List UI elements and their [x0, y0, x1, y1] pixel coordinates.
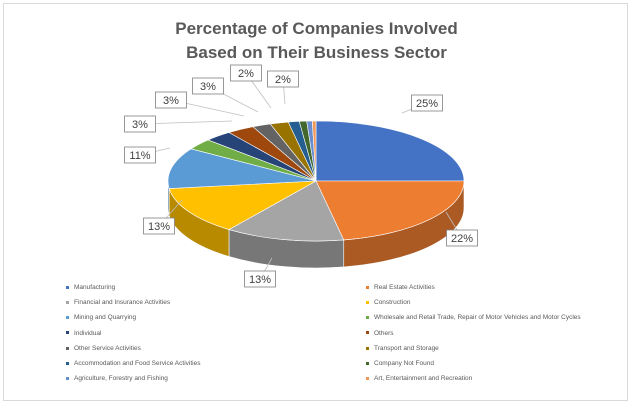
- data-label-box-3: [143, 217, 175, 235]
- pie-slice-0: [315, 120, 465, 182]
- legend-item-3: Construction: [366, 298, 411, 308]
- legend-item-10: Accommodation and Food Service Activitie…: [66, 359, 200, 369]
- legend-label-0: Manufacturing: [74, 284, 116, 291]
- data-label-9: 2%: [275, 74, 291, 86]
- data-label-2: 13%: [249, 274, 271, 286]
- data-label-4: 11%: [129, 150, 150, 162]
- chart-title-line-1: Percentage of Companies Involved: [175, 19, 458, 38]
- legend-label-3: Construction: [374, 299, 411, 307]
- legend-label-9: Transport and Storage: [374, 344, 439, 352]
- data-labels: 25% 22% 13% 13% 11% 3% 3% 3% 2% 2%: [124, 64, 478, 288]
- legend-swatch-6: [66, 331, 69, 335]
- legend-swatch-0: [66, 285, 69, 289]
- legend-label-4: Mining and Quarrying: [74, 314, 137, 322]
- legend-swatch-10: [66, 361, 69, 365]
- data-label-box-9: [267, 70, 299, 88]
- data-label-6: 3%: [163, 95, 179, 107]
- data-label-box-0: [411, 94, 443, 112]
- chart-title-line-2: Based on Their Business Sector: [186, 43, 447, 62]
- data-label-box-7: [192, 77, 224, 95]
- legend-item-11: Company Not Found: [366, 359, 434, 369]
- pie-slice-1: [315, 180, 465, 241]
- data-label-box-6: [155, 91, 187, 109]
- legend-item-4: Mining and Quarrying: [66, 313, 136, 323]
- data-label-8: 2%: [238, 68, 254, 80]
- data-label-box-1: [446, 229, 478, 247]
- pie-slice-4: [167, 148, 317, 189]
- pie-slice-13: [311, 120, 317, 182]
- pie-slice-3: [168, 180, 317, 230]
- legend-item-7: Others: [366, 329, 394, 339]
- legend-label-1: Real Estate Activities: [374, 284, 435, 291]
- data-label-box-4: [124, 146, 156, 164]
- legend-swatch-2: [66, 300, 69, 304]
- legend-label-7: Others: [374, 329, 394, 337]
- legend-label-2: Financial and Insurance Activities: [74, 299, 171, 307]
- legend: Manufacturing Real Estate Activities Finan…: [54, 283, 614, 393]
- legend-swatch-7: [366, 331, 369, 335]
- legend-swatch-13: [366, 376, 369, 380]
- data-label-7: 3%: [200, 81, 216, 93]
- legend-item-5: Wholesale and Retail Trade, Repair of Mo…: [366, 313, 581, 323]
- legend-item-8: Other Service Activities: [66, 344, 141, 354]
- legend-label-5: Wholesale and Retail Trade, Repair of Mo…: [374, 314, 581, 322]
- data-label-box-2: [244, 270, 276, 288]
- legend-swatch-9: [366, 346, 369, 350]
- data-label-box-8: [230, 64, 262, 82]
- legend-label-13: Art, Entertainment and Recreation: [374, 375, 473, 383]
- pie-sides: [167, 180, 465, 269]
- legend-item-12: Agriculture, Forestry and Fishing: [66, 374, 168, 384]
- data-label-box-5: [124, 115, 156, 133]
- legend-swatch-4: [66, 316, 69, 320]
- legend-label-12: Agriculture, Forestry and Fishing: [74, 375, 168, 383]
- legend-item-1: Real Estate Activities: [366, 283, 435, 293]
- legend-label-11: Company Not Found: [374, 360, 434, 367]
- data-label-3: 13%: [148, 221, 170, 233]
- legend-swatch-12: [66, 376, 69, 380]
- data-label-0: 25%: [416, 98, 438, 110]
- legend-swatch-5: [366, 316, 369, 320]
- legend-item-6: Individual: [66, 329, 101, 339]
- data-label-1: 22%: [451, 233, 473, 245]
- legend-item-2: Financial and Insurance Activities: [66, 298, 170, 308]
- legend-item-13: Art, Entertainment and Recreation: [366, 374, 472, 384]
- legend-item-0: Manufacturing: [66, 283, 115, 293]
- legend-label-6: Individual: [74, 329, 102, 337]
- legend-swatch-3: [366, 300, 369, 304]
- legend-swatch-8: [66, 346, 69, 350]
- legend-item-9: Transport and Storage: [366, 344, 439, 354]
- chart-title: Percentage of Companies Involved Based o…: [0, 17, 633, 65]
- legend-swatch-11: [366, 361, 369, 365]
- pie-tops: [167, 120, 465, 242]
- data-label-5: 3%: [132, 119, 148, 131]
- legend-label-8: Other Service Activities: [74, 344, 141, 352]
- legend-label-10: Accommodation and Food Service Activitie…: [74, 360, 201, 367]
- legend-swatch-1: [366, 285, 369, 289]
- pie-slice-2: [228, 180, 345, 242]
